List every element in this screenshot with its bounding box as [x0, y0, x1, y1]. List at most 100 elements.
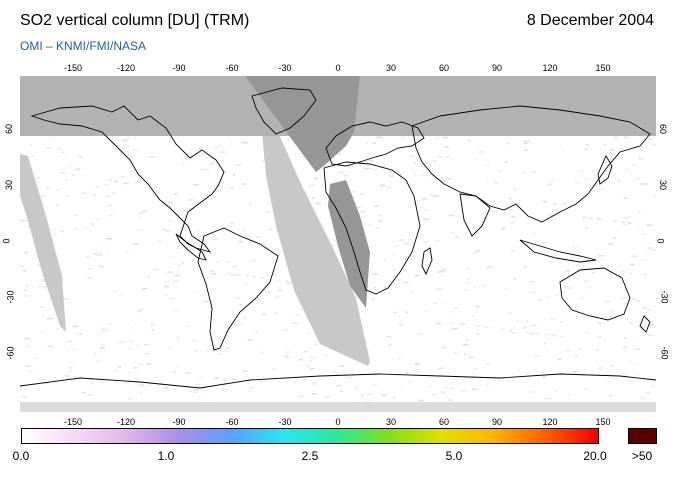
- noise-speck: [638, 223, 641, 225]
- noise-speck: [239, 323, 244, 325]
- map-credit: OMI – KNMI/FMI/NASA: [20, 39, 147, 53]
- noise-speck: [462, 192, 466, 195]
- noise-speck: [339, 153, 342, 155]
- noise-speck: [394, 245, 398, 247]
- noise-speck: [508, 312, 513, 314]
- noise-speck: [232, 266, 238, 268]
- noise-speck: [373, 286, 377, 289]
- central-america-outline: [175, 233, 207, 261]
- noise-speck: [409, 290, 414, 293]
- noise-speck: [338, 171, 344, 174]
- noise-speck: [214, 147, 218, 149]
- noise-speck: [372, 142, 376, 144]
- noise-speck: [46, 147, 52, 149]
- noise-speck: [187, 199, 193, 201]
- top-lon-tick-3: -60: [225, 63, 239, 73]
- noise-speck: [366, 399, 372, 401]
- noise-speck: [624, 337, 627, 339]
- noise-speck: [60, 172, 66, 174]
- noise-speck: [312, 382, 317, 385]
- noise-speck: [151, 324, 154, 326]
- noise-speck: [644, 258, 647, 261]
- noise-speck: [623, 223, 628, 226]
- noise-speck: [28, 370, 33, 373]
- noise-speck: [432, 302, 438, 304]
- noise-speck: [273, 312, 279, 314]
- noise-speck: [638, 212, 641, 214]
- noise-speck: [612, 237, 616, 240]
- noise-speck: [248, 237, 252, 239]
- noise-speck: [482, 285, 486, 287]
- left-lat-tick-3: -30: [5, 290, 16, 304]
- noise-speck: [52, 229, 56, 232]
- noise-speck: [20, 265, 24, 268]
- noise-speck: [38, 378, 45, 381]
- noise-speck: [451, 387, 455, 390]
- noise-speck: [596, 218, 602, 220]
- noise-speck: [393, 269, 396, 271]
- noise-speck: [526, 331, 529, 334]
- noise-speck: [478, 151, 484, 153]
- noise-speck: [645, 391, 651, 394]
- colorbar-label-3: 5.0: [445, 449, 463, 463]
- noise-speck: [242, 142, 249, 144]
- noise-speck: [308, 184, 315, 187]
- noise-speck: [311, 393, 318, 395]
- noise-speck: [102, 343, 106, 345]
- noise-speck: [436, 288, 442, 290]
- noise-speck: [123, 182, 129, 185]
- noise-speck: [241, 140, 245, 143]
- noise-speck: [609, 149, 615, 151]
- noise-speck: [220, 151, 226, 153]
- noise-speck: [545, 333, 550, 336]
- india-outline: [459, 193, 491, 237]
- noise-speck: [500, 227, 506, 230]
- noise-speck: [128, 340, 134, 343]
- noise-speck: [152, 269, 159, 271]
- noise-speck: [42, 280, 46, 282]
- noise-speck: [138, 309, 142, 312]
- noise-speck: [307, 332, 311, 334]
- noise-speck: [245, 274, 251, 277]
- noise-speck: [43, 285, 47, 288]
- noise-speck: [636, 363, 639, 365]
- top-lon-tick-4: -30: [278, 63, 292, 73]
- noise-speck: [585, 178, 588, 180]
- noise-speck: [261, 313, 267, 316]
- noise-speck: [580, 297, 583, 300]
- noise-speck: [114, 369, 118, 372]
- noise-speck: [468, 139, 471, 142]
- noise-speck: [93, 253, 98, 255]
- africa-outline: [323, 161, 421, 295]
- noise-speck: [192, 391, 197, 393]
- noise-speck: [440, 367, 443, 369]
- noise-speck: [560, 372, 567, 374]
- noise-speck: [177, 264, 180, 266]
- noise-speck: [293, 380, 296, 383]
- coastlines: [20, 87, 656, 389]
- noise-speck: [167, 271, 173, 273]
- antarctica-outline: [20, 373, 656, 389]
- noise-speck: [648, 138, 652, 140]
- noise-speck: [568, 287, 572, 289]
- noise-speck: [629, 263, 635, 266]
- noise-speck: [420, 199, 426, 201]
- noise-speck: [547, 397, 553, 400]
- noise-speck: [193, 389, 199, 391]
- noise-speck: [69, 366, 74, 369]
- noise-speck: [169, 201, 173, 203]
- noise-speck: [373, 205, 379, 207]
- noise-speck: [579, 311, 585, 313]
- noise-speck: [107, 204, 113, 207]
- noise-speck: [556, 358, 562, 361]
- noise-speck: [191, 339, 198, 342]
- noise-speck: [430, 194, 435, 196]
- bottom-lon-tick-7: 60: [438, 417, 450, 427]
- noise-speck: [523, 142, 528, 144]
- noise-speck: [526, 320, 529, 322]
- noise-speck: [206, 350, 210, 352]
- noise-speck: [278, 289, 282, 291]
- top-lon-tick-8: 90: [491, 63, 503, 73]
- noise-speck: [72, 174, 75, 176]
- noise-speck: [617, 180, 621, 182]
